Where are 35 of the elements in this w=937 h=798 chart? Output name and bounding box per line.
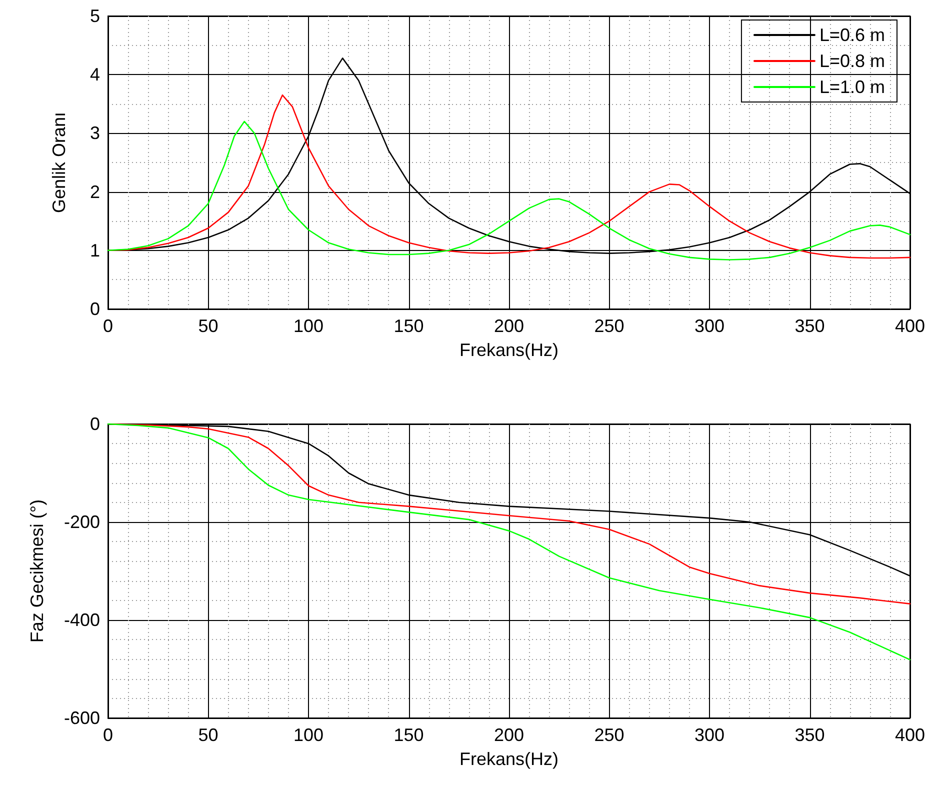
y-tick-label: 0 xyxy=(90,299,100,319)
x-axis-title: Frekans(Hz) xyxy=(459,340,559,360)
x-tick-label: 100 xyxy=(293,316,324,336)
y-tick-label: 0 xyxy=(90,414,100,434)
x-tick-label: 200 xyxy=(494,725,524,745)
x-tick-label: 150 xyxy=(394,316,424,336)
y-tick-label: 3 xyxy=(90,123,100,144)
y-tick-label: 1 xyxy=(90,240,100,260)
x-axis-title: Frekans(Hz) xyxy=(459,749,559,769)
x-tick-label: 350 xyxy=(794,725,825,745)
y-axis-title: Faz Gecikmesi (°) xyxy=(27,499,47,643)
x-tick-label: 0 xyxy=(102,725,114,745)
legend-label: L=0.8 m xyxy=(819,51,886,71)
x-tick-label: 50 xyxy=(198,316,218,336)
x-tick-label: 300 xyxy=(694,316,725,336)
legend-label: L=1.0 m xyxy=(819,77,886,97)
x-tick-label: 300 xyxy=(694,725,725,745)
y-tick-label: -600 xyxy=(64,708,100,728)
x-tick-label: 400 xyxy=(894,316,926,336)
x-tick-label: 50 xyxy=(198,725,218,745)
x-tick-label: 350 xyxy=(794,316,825,336)
legend-label: L=0.6 m xyxy=(819,25,886,45)
y-tick-label: 4 xyxy=(90,64,100,85)
x-tick-label: 200 xyxy=(494,316,524,336)
y-tick-label: 2 xyxy=(90,182,100,202)
y-tick-label: -400 xyxy=(64,610,100,630)
y-tick-label: -200 xyxy=(64,512,100,532)
x-tick-label: 0 xyxy=(102,316,114,336)
x-tick-label: 250 xyxy=(594,316,624,336)
x-tick-label: 400 xyxy=(894,725,926,745)
x-tick-label: 250 xyxy=(594,725,624,745)
y-tick-label: 5 xyxy=(90,6,100,26)
x-tick-label: 100 xyxy=(293,725,324,745)
x-tick-label: 150 xyxy=(394,725,424,745)
y-axis-title: Genlik Oranı xyxy=(49,112,69,214)
